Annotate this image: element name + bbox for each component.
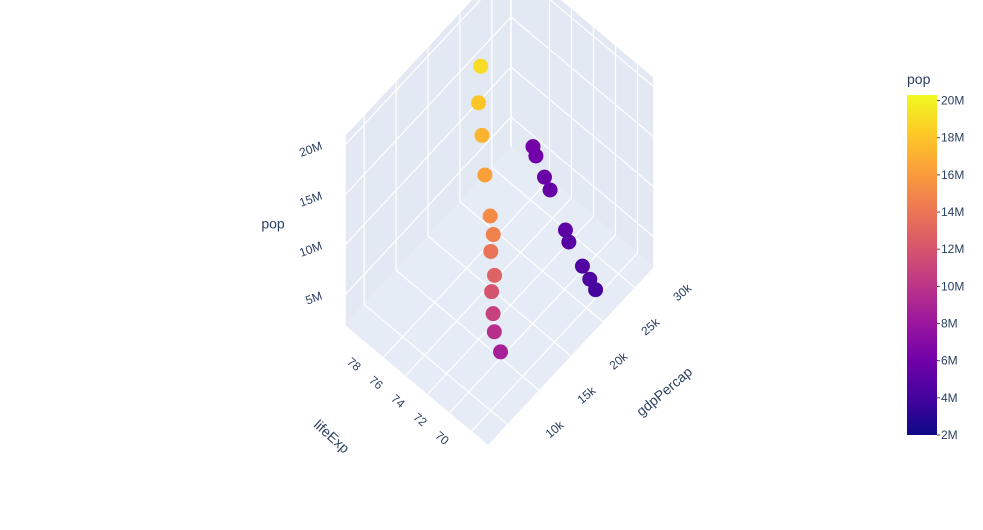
data-point [557,222,573,238]
data-point [588,282,604,298]
gridline [383,178,550,358]
data-point [542,182,558,198]
y-tick-label: 70 [432,428,451,448]
gridline [510,16,655,138]
colorbar-tick-label: 18M [941,131,964,145]
colorbar-bar [907,95,937,435]
x-tick-label: 20k [607,349,632,373]
y-axis-title: lifeExp [311,416,353,456]
gridline [510,66,655,188]
data-point [477,167,493,183]
z-tick-label: 15M [297,189,324,210]
gridline [395,269,540,391]
cube-edge [344,0,472,136]
y-tick-label: 74 [388,392,407,412]
gridline [344,66,512,246]
colorbar-tick-label: 2M [941,428,958,442]
data-point [487,267,503,283]
data-point [474,127,490,143]
gridline [363,304,508,425]
data-point [484,284,500,300]
gridline [510,116,655,238]
data-point [536,169,552,185]
y-tick-label: 72 [410,410,429,430]
colorbar-tick-label: 14M [941,205,964,219]
z-tick-label: 5M [304,289,324,308]
x-tick-label: 30k [670,280,695,304]
data-point [561,234,577,250]
x-axis-title: gdpPercap [633,363,695,419]
colorbar-title: pop [907,71,931,87]
data-point [483,243,499,259]
data-point [471,95,487,111]
colorbar-tick-label: 20M [941,94,964,108]
colorbar-tick-label: 4M [941,391,958,405]
data-point [574,258,590,274]
data-point [528,148,544,164]
data-point [485,227,501,243]
colorbar-tick-label: 16M [941,168,964,182]
z-tick-label: 10M [297,239,324,260]
x-tick-label: 15k [575,383,600,407]
colorbar-tick-label: 12M [941,242,964,256]
data-point [493,344,509,360]
gridline [471,252,638,432]
data-point [485,306,501,322]
y-tick-label: 78 [344,355,363,375]
data-point [482,208,498,224]
gridline [344,0,482,146]
gridline [549,0,655,88]
gridline [427,235,572,357]
x-tick-label: 25k [638,314,663,338]
colorbar-tick-label: 8M [941,317,958,331]
data-point [473,58,489,74]
data-point [486,324,502,340]
x-tick-label: 10k [543,417,568,441]
colorbar-tick-label: 10M [941,279,964,293]
back-wall-right [511,0,654,267]
y-tick-label: 76 [366,373,385,393]
gridline [344,16,512,196]
z-tick-label: 20M [297,139,324,160]
colorbar-tick-label: 6M [941,354,958,368]
cube-edge [560,0,655,78]
gridline [344,116,512,296]
gridline [459,201,604,323]
z-axis-title: pop [261,216,285,232]
colorbar: pop 2M 4M 6M 8M 10M 12M 14M 16M 18M 20M [907,71,964,442]
